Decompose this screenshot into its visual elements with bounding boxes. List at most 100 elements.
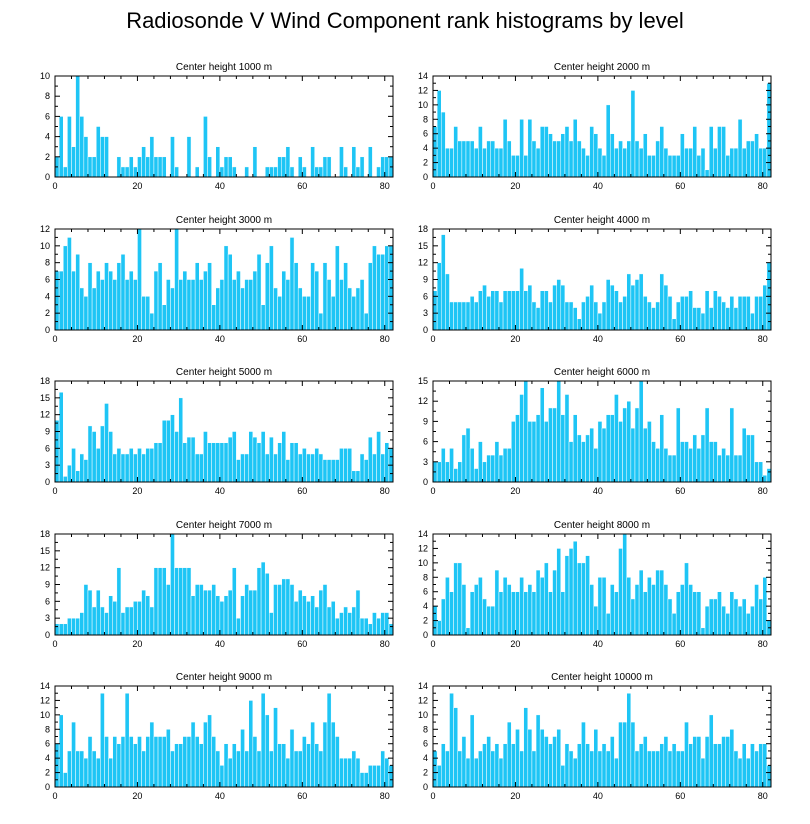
histogram-bar <box>449 301 454 331</box>
histogram-bar <box>95 757 101 788</box>
x-tick-label: 60 <box>675 181 685 191</box>
histogram-bar <box>754 584 759 636</box>
histogram-bar <box>494 569 500 636</box>
histogram-bar <box>614 591 619 636</box>
histogram-bar <box>203 589 208 636</box>
histogram-bar <box>203 270 208 331</box>
histogram-bar <box>758 461 764 483</box>
histogram-bar <box>680 441 685 483</box>
histogram-bar <box>461 301 467 331</box>
histogram-bar <box>376 254 381 331</box>
histogram-bar <box>729 591 735 636</box>
histogram-bar <box>174 431 179 483</box>
histogram-bar <box>54 420 60 483</box>
histogram-bar <box>244 750 249 788</box>
histogram-bar <box>363 617 369 636</box>
histogram-bar <box>630 427 636 483</box>
histogram-bar <box>675 407 681 483</box>
y-tick-label: 10 <box>40 71 50 81</box>
histogram-bar <box>310 595 315 636</box>
histogram-bar <box>638 273 644 331</box>
histogram-bar <box>199 584 204 636</box>
histogram-bar <box>572 119 578 178</box>
histogram-bar <box>696 448 702 483</box>
histogram-bar <box>589 750 595 788</box>
y-tick-label: 0 <box>45 630 50 640</box>
histogram-bar <box>95 589 101 636</box>
histogram-bar <box>626 577 632 636</box>
x-tick-label: 20 <box>132 791 142 801</box>
histogram-bar <box>577 434 582 483</box>
histogram-bar <box>482 147 487 178</box>
histogram-panel: Center height 10000 m 0 20 40 60 80 0 2 4 6 8 10 12 1… <box>418 672 772 801</box>
histogram-bar <box>244 453 249 483</box>
histogram-bar <box>310 262 315 331</box>
histogram-bar <box>380 750 386 788</box>
histogram-bar <box>236 270 241 331</box>
histogram-bar <box>758 296 764 331</box>
histogram-bar <box>725 736 731 788</box>
histogram-bar <box>231 279 237 331</box>
histogram-bar <box>634 279 640 331</box>
histogram-bar <box>663 147 669 178</box>
histogram-bar <box>87 156 93 178</box>
histogram-bar <box>717 296 722 331</box>
histogram-bar <box>605 414 611 483</box>
histogram-bar <box>651 441 656 483</box>
histogram-bar <box>692 307 698 331</box>
histogram-bar <box>170 750 175 788</box>
panel-title: Center height 3000 m <box>176 215 272 226</box>
histogram-bar <box>116 156 122 178</box>
histogram-bar <box>207 156 212 178</box>
y-tick-label: 3 <box>45 613 50 623</box>
histogram-bar <box>153 442 159 483</box>
x-tick-label: 80 <box>380 639 390 649</box>
histogram-bar <box>494 290 500 331</box>
histogram-bar <box>67 116 72 178</box>
histogram-bar <box>453 468 458 483</box>
histogram-bar <box>186 279 192 331</box>
y-tick-label: 10 <box>418 558 428 568</box>
histogram-bar <box>601 743 607 788</box>
histogram-bar <box>445 273 450 331</box>
histogram-bar <box>515 729 520 788</box>
histogram-bar <box>568 548 574 636</box>
histogram-bar <box>116 567 122 636</box>
histogram-bar <box>708 126 714 178</box>
histogram-bar <box>219 279 225 331</box>
x-tick-label: 60 <box>675 639 685 649</box>
histogram-bar <box>297 453 303 483</box>
histogram-bar <box>651 750 656 788</box>
histogram-bar <box>729 296 735 331</box>
histogram-bar <box>713 290 718 331</box>
histogram-bar <box>231 431 237 483</box>
histogram-bar <box>256 254 262 331</box>
histogram-bar <box>556 140 562 178</box>
histogram-bar <box>638 147 644 178</box>
histogram-bar <box>585 296 590 331</box>
y-tick-label: 14 <box>418 681 428 691</box>
histogram-bar <box>754 461 759 483</box>
histogram-bar <box>544 562 549 636</box>
histogram-bar <box>465 427 471 483</box>
x-tick-label: 40 <box>215 181 225 191</box>
histogram-bar <box>194 262 200 331</box>
histogram-bar <box>700 147 706 178</box>
x-tick-label: 60 <box>297 486 307 496</box>
histogram-bar <box>67 464 72 483</box>
histogram-bar <box>696 307 702 331</box>
histogram-bar <box>322 584 328 636</box>
y-tick-label: 0 <box>423 172 428 182</box>
histogram-bar <box>186 567 192 636</box>
histogram-panel: Center height 8000 m 0 20 40 60 80 0 2 4 6 8 10 12 14 <box>418 520 772 649</box>
histogram-bar <box>260 431 266 483</box>
histogram-bar <box>445 147 450 178</box>
histogram-bar <box>343 448 348 483</box>
y-tick-label: 6 <box>423 437 428 447</box>
histogram-bar <box>351 750 357 788</box>
histogram-bar <box>688 448 693 483</box>
histogram-bar <box>568 750 574 788</box>
x-tick-label: 20 <box>510 181 520 191</box>
histogram-bar <box>741 743 747 788</box>
histogram-bar <box>244 166 249 178</box>
